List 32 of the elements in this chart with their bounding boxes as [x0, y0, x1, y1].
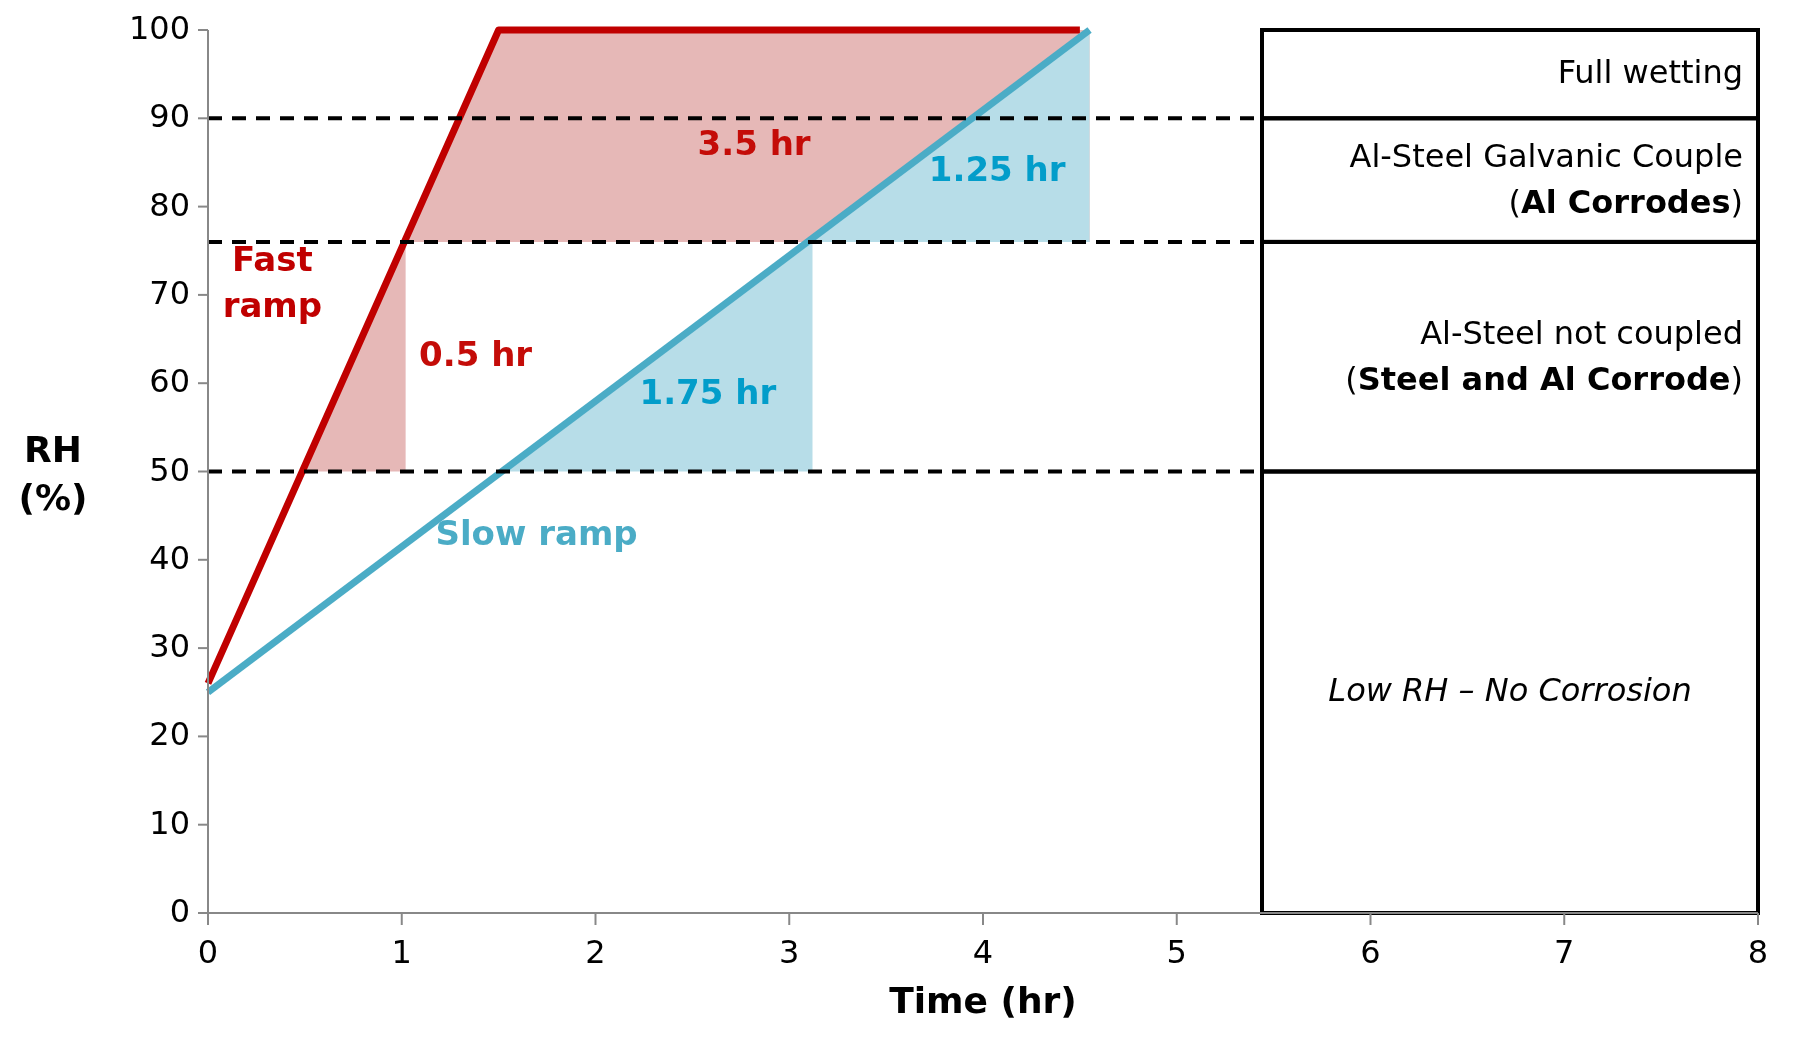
x-tick-label: 7	[1554, 933, 1575, 971]
y-tick-label: 50	[149, 450, 190, 489]
y-tick-label: 20	[149, 715, 190, 754]
annotation: 3.5 hr	[697, 123, 811, 164]
annotation: 0.5 hr	[419, 334, 533, 375]
text: Al-Steel not coupled (Steel and Al Corrode)	[1345, 313, 1743, 398]
y-tick-label: 70	[149, 273, 190, 312]
x-tick-label: 8	[1747, 933, 1769, 971]
series-label: Slow ramp	[435, 513, 638, 554]
x-tick-label: 5	[1166, 933, 1187, 971]
y-tick-label: 30	[149, 627, 190, 666]
annotation: Low RH – No Corrosion	[1328, 671, 1692, 710]
series-label: 1.75 hr	[639, 372, 777, 413]
y-tick-label: 80	[149, 185, 190, 224]
x-tick-label: 0	[197, 933, 219, 971]
x-tick-label: 3	[779, 933, 800, 971]
y-tick-label: 10	[149, 803, 190, 842]
y-tick-label: 100	[128, 9, 190, 47]
x-axis-title: Time (hr)	[889, 980, 1077, 1021]
x-tick-label: 6	[1360, 933, 1381, 971]
annotation: Al-Steel Galvanic Couple (Al Corrodes)	[1349, 137, 1743, 222]
series-label: 1.25 hr	[928, 148, 1066, 189]
x-tick-label: 4	[972, 933, 994, 971]
y-tick-label: 40	[149, 538, 190, 577]
y-tick-label: 90	[149, 97, 190, 136]
y-axis-title: RH (%)	[18, 428, 88, 518]
y-tick-label: 0	[169, 892, 190, 930]
y-tick-label: 60	[149, 362, 190, 401]
x-tick-label: 2	[585, 933, 606, 971]
x-tick-label: 1	[391, 933, 412, 971]
annotation: Full wetting	[1557, 53, 1743, 92]
series-label: Fast ramp	[222, 239, 323, 326]
